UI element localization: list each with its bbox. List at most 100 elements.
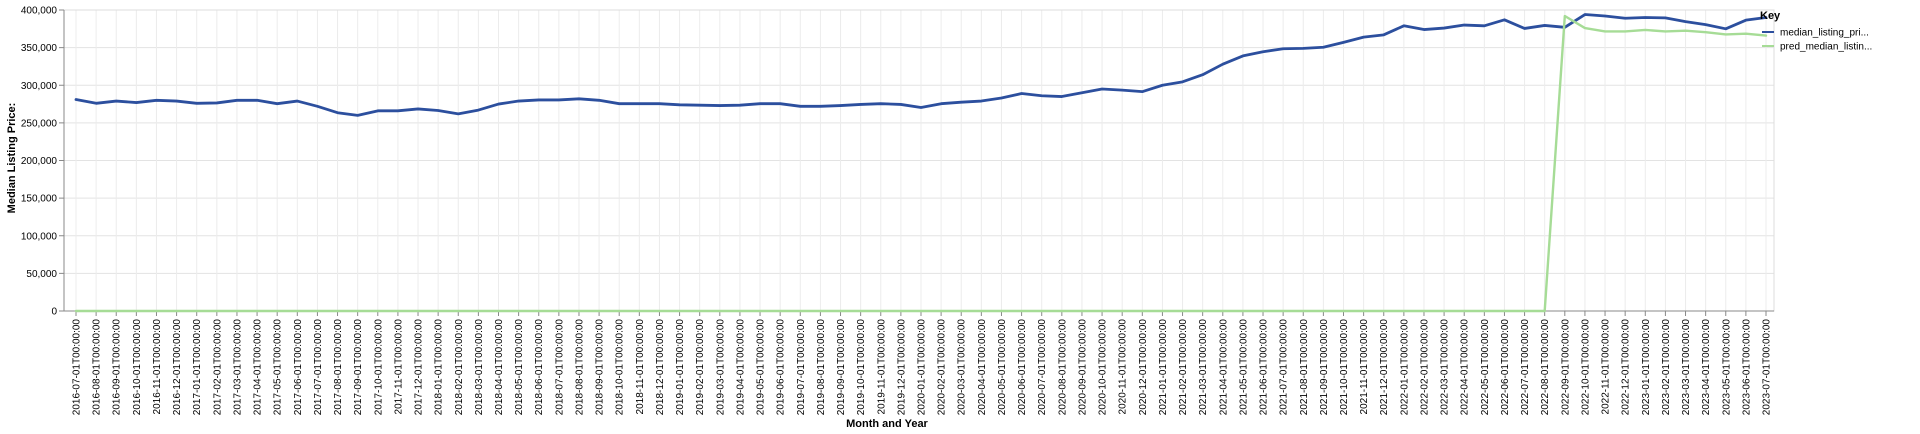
series-line-2 (74, 14, 1768, 313)
x-tick-label: 2022-03-01T00:00:00 (1440, 319, 1451, 416)
x-tick-label: 2017-11-01T00:00:00 (393, 319, 404, 415)
x-axis: 2016-07-01T00:00:00 2016-08-01T00:00:00 20… (72, 311, 1773, 415)
x-tick-label: 2019-08-01T00:00:00 (816, 319, 827, 416)
legend: Key median_listing_pri... pred_median_lis… (1760, 10, 1872, 53)
x-tick-label: 2023-01-01T00:00:00 (1641, 319, 1652, 416)
x-tick-label: 2019-07-01T00:00:00 (796, 319, 807, 416)
x-tick-label: 2020-11-01T00:00:00 (1118, 319, 1129, 415)
x-tick-label: 2016-11-01T00:00:00 (152, 319, 163, 415)
x-tick-label: 2020-05-01T00:00:00 (997, 319, 1008, 416)
x-tick-label: 2023-06-01T00:00:00 (1741, 319, 1752, 416)
x-tick-label: 2017-09-01T00:00:00 (353, 319, 364, 416)
y-tick-label: 350,000 (21, 43, 58, 54)
y-tick-label: 200,000 (21, 156, 58, 167)
x-tick-label: 2022-09-01T00:00:00 (1560, 319, 1571, 416)
x-tick-label: 2018-07-01T00:00:00 (554, 319, 565, 416)
x-tick-label: 2020-12-01T00:00:00 (1138, 319, 1149, 416)
x-tick-label: 2022-01-01T00:00:00 (1399, 319, 1410, 416)
legend-label-1: median_listing_pri... (1780, 28, 1869, 39)
x-tick-label: 2020-01-01T00:00:00 (917, 319, 928, 416)
x-tick-label: 2017-10-01T00:00:00 (373, 319, 384, 416)
x-tick-label: 2020-08-01T00:00:00 (1057, 319, 1068, 416)
x-tick-label: 2018-08-01T00:00:00 (574, 319, 585, 416)
x-tick-label: 2021-02-01T00:00:00 (1178, 319, 1189, 416)
x-tick-label: 2021-06-01T00:00:00 (1259, 319, 1270, 416)
x-tick-label: 2020-07-01T00:00:00 (1037, 319, 1048, 416)
gridlines (64, 9, 1774, 312)
x-tick-label: 2018-10-01T00:00:00 (615, 319, 626, 416)
x-tick-label: 2018-01-01T00:00:00 (434, 319, 445, 416)
x-tick-label: 2021-07-01T00:00:00 (1279, 319, 1290, 416)
series-line-1 (74, 13, 1768, 117)
x-tick-label: 2021-04-01T00:00:00 (1218, 319, 1229, 416)
x-tick-label: 2018-06-01T00:00:00 (534, 319, 545, 416)
x-tick-label: 2022-07-01T00:00:00 (1520, 319, 1531, 416)
x-tick-label: 2021-12-01T00:00:00 (1379, 319, 1390, 416)
x-tick-label: 2017-05-01T00:00:00 (273, 319, 284, 416)
x-tick-label: 2021-09-01T00:00:00 (1319, 319, 1330, 416)
x-tick-label: 2017-01-01T00:00:00 (192, 319, 203, 416)
x-tick-label: 2018-02-01T00:00:00 (454, 319, 465, 416)
x-tick-label: 2023-05-01T00:00:00 (1721, 319, 1732, 416)
y-tick-label: 300,000 (21, 81, 58, 92)
legend-title: Key (1760, 10, 1781, 22)
x-tick-label: 2019-09-01T00:00:00 (836, 319, 847, 416)
x-tick-label: 2018-03-01T00:00:00 (474, 319, 485, 416)
x-tick-label: 2018-05-01T00:00:00 (514, 319, 525, 416)
x-tick-label: 2018-12-01T00:00:00 (655, 319, 666, 416)
x-tick-label: 2019-03-01T00:00:00 (715, 319, 726, 416)
x-tick-label: 2016-09-01T00:00:00 (112, 319, 123, 416)
x-tick-label: 2022-04-01T00:00:00 (1460, 319, 1471, 416)
x-tick-label: 2020-02-01T00:00:00 (937, 319, 948, 416)
y-tick-label: 0 (51, 307, 57, 318)
x-tick-label: 2020-09-01T00:00:00 (1077, 319, 1088, 416)
x-tick-label: 2019-05-01T00:00:00 (756, 319, 767, 416)
x-tick-label: 2023-02-01T00:00:00 (1661, 319, 1672, 416)
x-tick-label: 2020-04-01T00:00:00 (977, 319, 988, 416)
x-tick-label: 2017-02-01T00:00:00 (212, 319, 223, 416)
x-tick-label: 2022-05-01T00:00:00 (1480, 319, 1491, 416)
x-tick-label: 2020-06-01T00:00:00 (1017, 319, 1028, 416)
x-tick-label: 2018-09-01T00:00:00 (595, 319, 606, 416)
y-tick-label: 100,000 (21, 231, 58, 242)
y-tick-label: 400,000 (21, 6, 58, 17)
x-tick-label: 2021-01-01T00:00:00 (1158, 319, 1169, 416)
x-tick-label: 2016-07-01T00:00:00 (72, 319, 83, 416)
x-tick-label: 2020-10-01T00:00:00 (1098, 319, 1109, 416)
y-tick-label: 150,000 (21, 194, 58, 205)
x-tick-label: 2017-08-01T00:00:00 (333, 319, 344, 416)
x-axis-title: Month and Year (846, 418, 928, 430)
x-tick-label: 2018-11-01T00:00:00 (635, 319, 646, 415)
legend-label-2: pred_median_listin... (1780, 42, 1872, 53)
x-tick-label: 2016-10-01T00:00:00 (132, 319, 143, 416)
x-tick-label: 2022-08-01T00:00:00 (1540, 319, 1551, 416)
x-tick-label: 2022-06-01T00:00:00 (1500, 319, 1511, 416)
x-tick-label: 2021-03-01T00:00:00 (1198, 319, 1209, 416)
x-tick-label: 2019-12-01T00:00:00 (896, 319, 907, 416)
x-tick-label: 2022-10-01T00:00:00 (1580, 319, 1591, 416)
y-axis-title: Median Listing Price: (6, 103, 18, 214)
x-tick-label: 2019-01-01T00:00:00 (675, 319, 686, 416)
x-tick-label: 2019-06-01T00:00:00 (776, 319, 787, 416)
y-axis: 0 50,000 100,000 150,000 200,000 250,000 300,0… (21, 6, 64, 318)
x-tick-label: 2020-03-01T00:00:00 (957, 319, 968, 416)
x-tick-label: 2022-12-01T00:00:00 (1621, 319, 1632, 416)
x-tick-label: 2017-03-01T00:00:00 (232, 319, 243, 416)
x-tick-label: 2019-11-01T00:00:00 (876, 319, 887, 415)
series-lines (74, 13, 1768, 313)
x-tick-label: 2016-12-01T00:00:00 (172, 319, 183, 416)
x-tick-label: 2021-10-01T00:00:00 (1339, 319, 1350, 416)
x-tick-label: 2023-07-01T00:00:00 (1762, 319, 1773, 416)
x-tick-label: 2022-11-01T00:00:00 (1601, 319, 1612, 415)
x-tick-label: 2023-04-01T00:00:00 (1701, 319, 1712, 416)
x-tick-label: 2016-08-01T00:00:00 (92, 319, 103, 416)
y-tick-label: 50,000 (26, 269, 57, 280)
x-tick-label: 2023-03-01T00:00:00 (1681, 319, 1692, 416)
y-tick-label: 250,000 (21, 118, 58, 129)
x-tick-label: 2021-08-01T00:00:00 (1299, 319, 1310, 416)
x-tick-label: 2022-02-01T00:00:00 (1419, 319, 1430, 416)
x-tick-label: 2017-07-01T00:00:00 (313, 319, 324, 416)
x-tick-label: 2021-05-01T00:00:00 (1238, 319, 1249, 416)
x-tick-label: 2021-11-01T00:00:00 (1359, 319, 1370, 415)
